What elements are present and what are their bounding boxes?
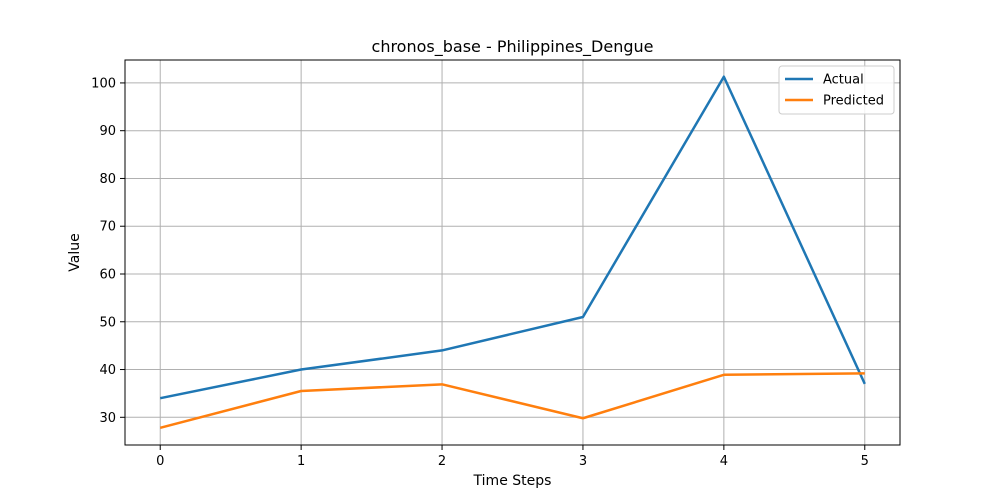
x-tick-label: 1	[297, 454, 305, 469]
x-tick-label: 4	[720, 454, 728, 469]
axis-ticks: 0 1 2 3 4 5 30 40 50 60 70 80 90 100	[91, 76, 869, 469]
x-tick-label: 0	[156, 454, 164, 469]
x-tick-label: 2	[438, 454, 446, 469]
legend-label-actual: Actual	[823, 73, 864, 88]
y-tick-label: 100	[91, 76, 116, 91]
series-lines	[159, 75, 866, 430]
series-line-actual	[159, 75, 866, 400]
y-tick-label: 60	[99, 267, 116, 282]
x-tick-label: 3	[579, 454, 587, 469]
plot-area-frame	[124, 59, 901, 446]
grid-lines	[125, 60, 900, 445]
y-tick-label: 90	[99, 124, 116, 139]
y-axis-label: Value	[67, 233, 83, 271]
x-tick-label: 5	[861, 454, 869, 469]
legend: Actual Predicted	[778, 65, 895, 115]
y-tick-label: 40	[99, 363, 116, 378]
y-tick-label: 80	[99, 172, 116, 187]
y-tick-label: 70	[99, 220, 116, 235]
series-line-predicted	[159, 372, 865, 430]
y-tick-label: 50	[99, 315, 116, 330]
y-tick-label: 30	[99, 411, 116, 426]
chart-title: chronos_base - Philippines_Dengue	[372, 37, 654, 57]
legend-label-predicted: Predicted	[823, 94, 884, 109]
x-axis-label: Time Steps	[473, 473, 552, 489]
